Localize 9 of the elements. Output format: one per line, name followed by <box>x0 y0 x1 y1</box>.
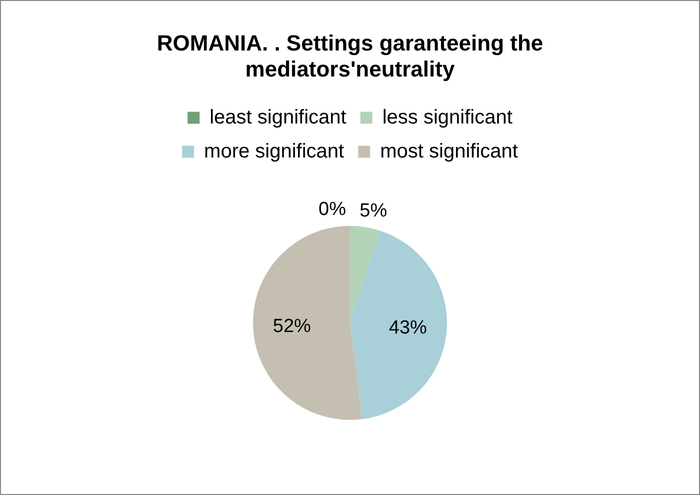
text: 0% <box>318 199 346 220</box>
chart-title: ROMANIA. . Settings garanteeing the mediators'neutrality <box>156 30 544 82</box>
data-label: 52% <box>272 316 312 337</box>
data-label: 43% <box>388 318 428 339</box>
data-label: 5% <box>360 200 388 222</box>
legend-label: less significant <box>382 106 513 128</box>
legend-label: more significant <box>204 140 345 162</box>
legend-label: least significant <box>210 106 347 128</box>
legend-label: most significant <box>380 140 518 162</box>
